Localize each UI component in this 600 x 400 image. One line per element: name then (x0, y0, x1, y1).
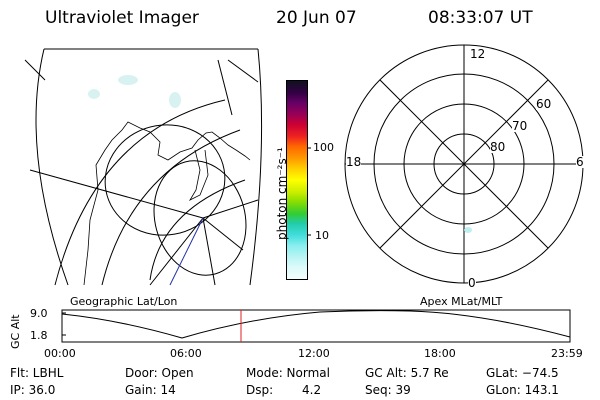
mode-info: Mode: Normal (246, 366, 330, 380)
seq-info: Seq: 39 (365, 383, 411, 397)
polar-aurora-patch (464, 227, 472, 233)
glat-info: GLat: −74.5 (486, 366, 559, 380)
blue-track (169, 217, 204, 286)
observation-date: 20 Jun 07 (276, 8, 357, 28)
latitude-arc-outer (54, 99, 226, 286)
polar-ellipse-inner (153, 160, 247, 276)
meridian-8 (227, 59, 259, 83)
time-tick-0000: 00:00 (44, 347, 76, 360)
time-tick-2359: 23:59 (551, 347, 583, 360)
colorbar-tick-100: 100 (313, 141, 334, 154)
mlt-label-6: 6 (576, 155, 584, 169)
filter-info: Flt: LBHL (10, 366, 64, 380)
mlt-label-18: 18 (346, 155, 362, 169)
aurora-patch-3 (88, 89, 100, 99)
mlat-label-60: 60 (536, 97, 552, 111)
instrument-title: Ultraviolet Imager (45, 8, 199, 28)
coastline-peninsula (188, 149, 209, 201)
map-frame-right (249, 48, 263, 286)
mlt-label-0: 0 (468, 276, 476, 290)
time-tick-1800: 18:00 (424, 347, 456, 360)
meridian-5 (202, 217, 244, 251)
latitude-arc-inner (149, 179, 246, 281)
gc-alt-info: GC Alt: 5.7 Re (365, 366, 449, 380)
apex-mlat-mlt-title: Apex MLat/MLT (420, 295, 503, 308)
colorbar (286, 80, 308, 280)
meridian-7 (217, 59, 233, 116)
altitude-tick-1-8: 1.8 (30, 329, 48, 342)
colorbar-tick-10: 10 (315, 229, 329, 242)
time-tick-1200: 12:00 (298, 347, 330, 360)
polar-diagonal-2 (379, 79, 549, 249)
dsp-value: 4.2 (302, 383, 322, 397)
meridian-2 (202, 199, 259, 219)
meridian-1 (29, 169, 204, 219)
time-tick-0600: 06:00 (170, 347, 202, 360)
glon-info: GLon: 143.1 (486, 383, 559, 397)
dsp-label: Dsp: (246, 383, 274, 397)
aurora-patch-2 (169, 92, 181, 108)
meridian-3 (149, 217, 204, 286)
altitude-curve (61, 310, 571, 339)
door-info: Door: Open (125, 366, 194, 380)
gain-info: Gain: 14 (125, 383, 176, 397)
meridian-6 (24, 59, 46, 81)
coastline-antarctica (83, 121, 251, 286)
altitude-plot-frame (61, 309, 571, 343)
observation-time: 08:33:07 UT (428, 8, 533, 28)
meridian-4 (202, 217, 216, 286)
latitude-arc-middle (101, 129, 241, 286)
geographic-latlon-title: Geographic Lat/Lon (70, 295, 178, 308)
aurora-patch-1 (118, 75, 138, 85)
mlat-label-80: 80 (490, 140, 506, 154)
mlt-label-12: 12 (470, 47, 486, 61)
polar-ellipse-outer (104, 124, 226, 236)
altitude-tick-9: 9.0 (30, 307, 48, 320)
ip-info: IP: 36.0 (10, 383, 56, 397)
mlat-label-70: 70 (512, 119, 528, 133)
altitude-axis-label: GC Alt (9, 314, 22, 349)
